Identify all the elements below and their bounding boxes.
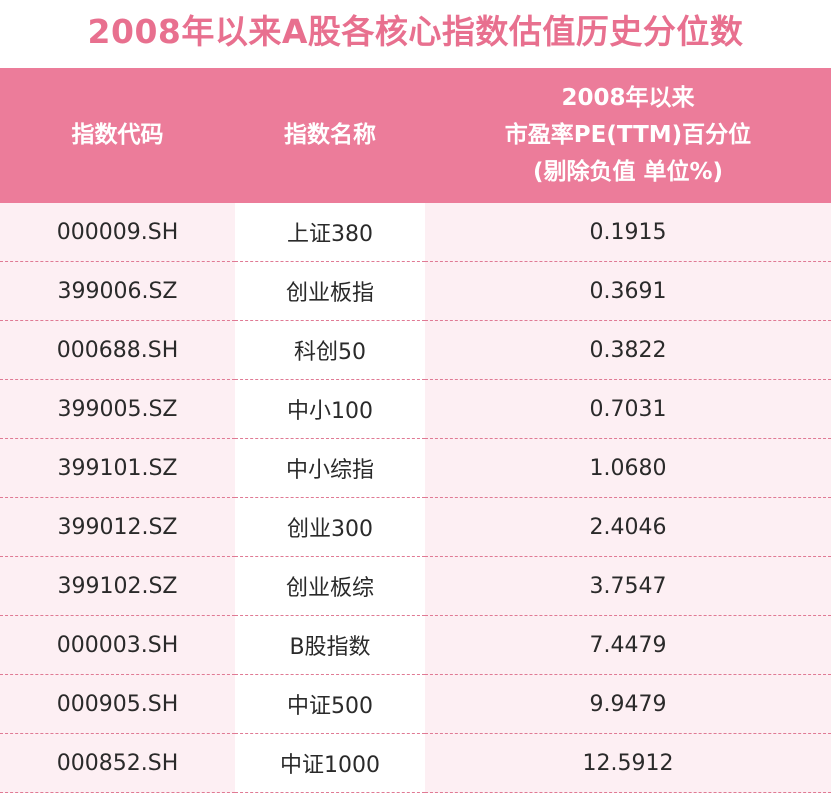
cell-percentile: 0.3822: [425, 320, 831, 380]
cell-percentile: 0.7031: [425, 379, 831, 439]
cell-index-name: 科创50: [235, 320, 425, 380]
cell-index-name: 中小100: [235, 379, 425, 439]
header-name: 指数名称: [235, 68, 425, 203]
table-row: 000905.SH 中证500 9.9479: [0, 674, 831, 734]
cell-percentile: 0.3691: [425, 261, 831, 321]
table-row: 399101.SZ 中小综指 1.0680: [0, 438, 831, 498]
table-row: 399012.SZ 创业300 2.4046: [0, 497, 831, 557]
cell-percentile: 1.0680: [425, 438, 831, 498]
cell-index-name: 上证380: [235, 203, 425, 262]
table-row: 399005.SZ 中小100 0.7031: [0, 379, 831, 439]
table-row: 399006.SZ 创业板指 0.3691: [0, 261, 831, 321]
cell-index-name: 创业300: [235, 497, 425, 557]
header-percentile: 2008年以来 市盈率PE(TTM)百分位 (剔除负值 单位%): [425, 68, 831, 203]
valuation-table: 指数代码 指数名称 2008年以来 市盈率PE(TTM)百分位 (剔除负值 单位…: [0, 68, 831, 793]
table-row: 000009.SH 上证380 0.1915: [0, 203, 831, 262]
cell-index-name: 创业板指: [235, 261, 425, 321]
cell-percentile: 12.5912: [425, 733, 831, 793]
cell-percentile: 7.4479: [425, 615, 831, 675]
cell-index-code: 000852.SH: [0, 733, 235, 793]
cell-index-code: 399006.SZ: [0, 261, 235, 321]
cell-percentile: 0.1915: [425, 203, 831, 262]
cell-index-code: 399005.SZ: [0, 379, 235, 439]
cell-index-name: 中小综指: [235, 438, 425, 498]
cell-index-code: 399102.SZ: [0, 556, 235, 616]
table-row: 000003.SH B股指数 7.4479: [0, 615, 831, 675]
cell-index-code: 399012.SZ: [0, 497, 235, 557]
cell-percentile: 2.4046: [425, 497, 831, 557]
table-header-row: 指数代码 指数名称 2008年以来 市盈率PE(TTM)百分位 (剔除负值 单位…: [0, 68, 831, 203]
header-percentile-line3: (剔除负值 单位%): [532, 159, 724, 185]
header-percentile-line1: 2008年以来: [561, 85, 695, 111]
cell-percentile: 3.7547: [425, 556, 831, 616]
cell-index-name: 中证1000: [235, 733, 425, 793]
cell-index-name: 创业板综: [235, 556, 425, 616]
table-row: 000688.SH 科创50 0.3822: [0, 320, 831, 380]
table-row: 399102.SZ 创业板综 3.7547: [0, 556, 831, 616]
page-title: 2008年以来A股各核心指数估值历史分位数: [87, 12, 744, 51]
cell-percentile: 9.9479: [425, 674, 831, 734]
header-percentile-line2: 市盈率PE(TTM)百分位: [504, 122, 752, 148]
cell-index-code: 399101.SZ: [0, 438, 235, 498]
cell-index-code: 000905.SH: [0, 674, 235, 734]
cell-index-code: 000003.SH: [0, 615, 235, 675]
table-row: 000852.SH 中证1000 12.5912: [0, 733, 831, 793]
cell-index-name: 中证500: [235, 674, 425, 734]
cell-index-code: 000009.SH: [0, 203, 235, 262]
header-code: 指数代码: [0, 68, 235, 203]
cell-index-code: 000688.SH: [0, 320, 235, 380]
cell-index-name: B股指数: [235, 615, 425, 675]
